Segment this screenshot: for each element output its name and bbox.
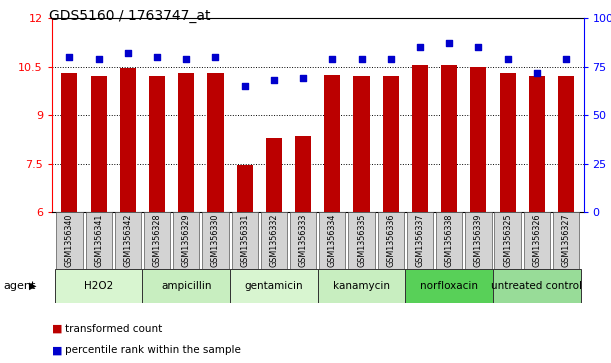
Text: GDS5160 / 1763747_at: GDS5160 / 1763747_at (49, 9, 210, 23)
Text: GSM1356328: GSM1356328 (153, 214, 161, 267)
Point (93, 56, 103, 62)
Bar (441, 65, 457, 212)
Bar (144, 212, 170, 269)
Point (211, 54, 221, 60)
Text: percentile rank within the sample: percentile rank within the sample (65, 345, 241, 355)
Text: untreated control: untreated control (491, 281, 582, 291)
Bar (348, 212, 375, 269)
Text: gentamicin: gentamicin (244, 281, 303, 291)
Text: transformed count: transformed count (65, 323, 163, 334)
Bar (529, 77, 545, 212)
Text: ▶: ▶ (29, 281, 37, 291)
Text: GSM1356326: GSM1356326 (532, 214, 541, 267)
Text: kanamycin: kanamycin (333, 281, 390, 291)
Text: GSM1356338: GSM1356338 (445, 214, 453, 267)
Point (123, 50, 133, 56)
Bar (407, 212, 433, 269)
Bar (178, 73, 194, 212)
Bar (470, 67, 486, 212)
Bar (236, 166, 253, 212)
Text: GSM1356337: GSM1356337 (415, 214, 425, 267)
Point (386, 56, 396, 62)
Bar (149, 77, 165, 212)
Bar (202, 212, 229, 269)
Text: ■: ■ (52, 323, 62, 334)
Bar (412, 65, 428, 212)
Point (152, 54, 162, 60)
Text: GSM1356335: GSM1356335 (357, 214, 366, 267)
Bar (324, 75, 340, 212)
Bar (62, 73, 78, 212)
Point (181, 56, 191, 62)
Point (269, 77, 279, 83)
Text: GSM1356325: GSM1356325 (503, 214, 512, 267)
Bar (115, 212, 141, 269)
Text: GSM1356336: GSM1356336 (386, 214, 395, 267)
Bar (493, 269, 580, 303)
Bar (120, 68, 136, 212)
Bar (230, 269, 318, 303)
Text: ■: ■ (52, 345, 62, 355)
Point (65, 54, 75, 60)
Bar (142, 269, 230, 303)
Text: H2O2: H2O2 (84, 281, 113, 291)
Bar (319, 212, 345, 269)
Bar (56, 212, 82, 269)
Bar (90, 77, 107, 212)
Bar (436, 212, 463, 269)
Text: ampicillin: ampicillin (161, 281, 211, 291)
Bar (295, 136, 311, 212)
Bar (382, 77, 399, 212)
Bar (318, 269, 405, 303)
Text: GSM1356329: GSM1356329 (182, 214, 191, 267)
Bar (173, 212, 199, 269)
Text: GSM1356341: GSM1356341 (94, 214, 103, 267)
Point (503, 56, 513, 62)
Point (474, 44, 483, 50)
Point (240, 83, 249, 89)
Bar (261, 212, 287, 269)
Bar (524, 212, 550, 269)
Bar (553, 212, 579, 269)
Bar (86, 212, 112, 269)
Bar (558, 77, 574, 212)
Text: agent: agent (3, 281, 35, 291)
Bar (266, 138, 282, 212)
Bar (378, 212, 404, 269)
Bar (232, 212, 258, 269)
Point (298, 76, 308, 81)
Text: GSM1356332: GSM1356332 (269, 214, 279, 267)
Text: GSM1356334: GSM1356334 (328, 214, 337, 267)
Bar (55, 269, 142, 303)
Text: GSM1356327: GSM1356327 (562, 214, 571, 267)
Point (561, 56, 571, 62)
Bar (405, 269, 493, 303)
Text: GSM1356331: GSM1356331 (240, 214, 249, 267)
Point (327, 56, 337, 62)
Bar (465, 212, 491, 269)
Bar (494, 212, 521, 269)
Text: norfloxacin: norfloxacin (420, 281, 478, 291)
Text: GSM1356339: GSM1356339 (474, 214, 483, 267)
Point (415, 44, 425, 50)
Point (444, 41, 454, 46)
Text: GSM1356340: GSM1356340 (65, 214, 74, 267)
Bar (290, 212, 316, 269)
Text: GSM1356333: GSM1356333 (299, 214, 307, 267)
Bar (500, 73, 516, 212)
Point (532, 70, 542, 76)
Point (357, 56, 367, 62)
Bar (354, 77, 370, 212)
Bar (208, 73, 224, 212)
Text: GSM1356330: GSM1356330 (211, 214, 220, 267)
Text: GSM1356342: GSM1356342 (123, 214, 133, 267)
